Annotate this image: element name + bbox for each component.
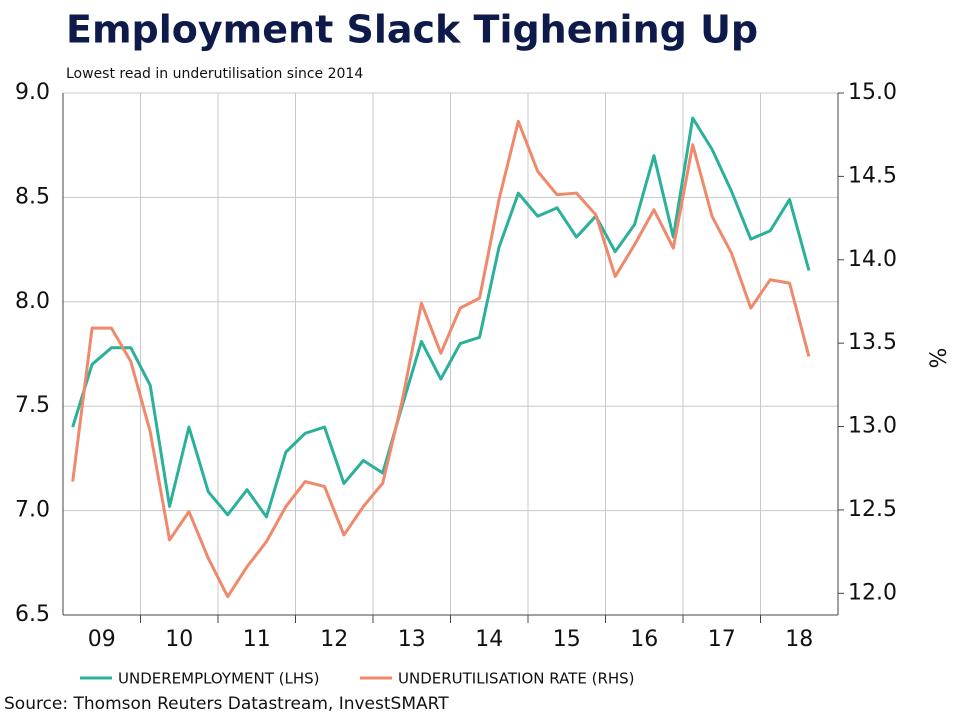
y-tick-label: 7.0 bbox=[15, 498, 50, 523]
y-tick-label: 8.5 bbox=[15, 184, 50, 209]
x-tick-label: 09 bbox=[88, 627, 116, 652]
y2-tick-label: 12.0 bbox=[848, 580, 897, 605]
data-line bbox=[71, 116, 811, 519]
y2-tick-label: 15.0 bbox=[848, 80, 897, 105]
x-tick-label: 16 bbox=[630, 627, 658, 652]
y2-tick-label: 14.5 bbox=[848, 163, 897, 188]
y2-tick-label: 13.0 bbox=[848, 414, 897, 439]
x-tick-label: 17 bbox=[708, 627, 736, 652]
y2-tick-label: 13.5 bbox=[848, 330, 897, 355]
data-line bbox=[71, 119, 811, 599]
chart-subtitle: Lowest read in underutilisation since 20… bbox=[66, 66, 363, 82]
chart-title: Employment Slack Tighening Up bbox=[66, 8, 758, 52]
x-tick-label: 15 bbox=[553, 627, 581, 652]
y-tick-label: 7.5 bbox=[15, 393, 50, 418]
legend-label: UNDERUTILISATION RATE (RHS) bbox=[398, 670, 635, 688]
x-tick-label: 13 bbox=[398, 627, 426, 652]
x-tick-label: 14 bbox=[475, 627, 503, 652]
x-tick-label: 11 bbox=[243, 627, 271, 652]
y2-tick-label: 12.5 bbox=[848, 497, 897, 522]
y-tick-label: 9.0 bbox=[15, 80, 50, 105]
y-tick-label: 8.0 bbox=[15, 289, 50, 314]
y-tick-label: 6.5 bbox=[15, 602, 50, 627]
legend-label: UNDEREMPLOYMENT (LHS) bbox=[118, 670, 320, 688]
x-tick-label: 12 bbox=[320, 627, 348, 652]
y2-axis-label: % bbox=[927, 348, 952, 369]
x-tick-label: 18 bbox=[785, 627, 813, 652]
y2-tick-label: 14.0 bbox=[848, 247, 897, 272]
x-tick-label: 10 bbox=[165, 627, 193, 652]
source: Source: Thomson Reuters Datastream, Inve… bbox=[4, 694, 449, 714]
